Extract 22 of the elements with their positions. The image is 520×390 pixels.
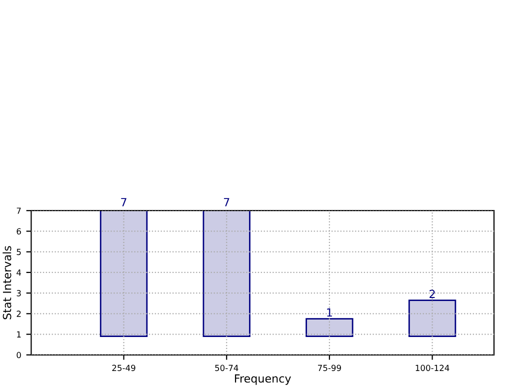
- y-tick-label: 5: [16, 248, 21, 256]
- bar: [100, 210, 148, 338]
- x-tick-label: 75-99: [318, 364, 341, 372]
- x-axis-title: Frequency: [234, 374, 291, 385]
- y-tick-label: 7: [16, 208, 21, 214]
- x-tick-label: 50-74: [215, 364, 238, 372]
- y-tick-label: 3: [16, 290, 21, 296]
- y-tick-label: 4: [16, 270, 22, 276]
- y-tick-label: 2: [16, 310, 21, 317]
- y-tick-label: 1: [17, 331, 21, 338]
- data-label: 7: [224, 198, 230, 206]
- data-label: 1: [327, 308, 332, 317]
- y-tick-label: 6: [16, 228, 21, 234]
- bar: [408, 300, 456, 338]
- y-axis-title: Stat Intervals: [2, 246, 12, 320]
- bar: [202, 210, 250, 338]
- y-tick-label: 0: [16, 352, 21, 358]
- x-tick-label: 100-124: [416, 364, 450, 372]
- data-label: 2: [430, 290, 435, 298]
- data-label: 7: [121, 198, 126, 206]
- x-tick-label: 25-49: [112, 364, 136, 372]
- bar: [306, 318, 354, 338]
